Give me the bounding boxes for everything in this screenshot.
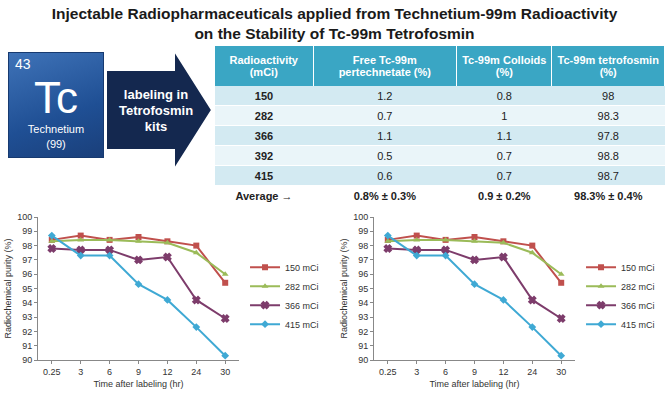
html-text:1.2: 1.2 [377,89,393,102]
html-text:Injectable Radiopharmaceutical: Injectable Radiopharmaceuticals applied … [51,5,618,22]
html-text:1: 1 [501,109,508,122]
svg-text:100: 100 [17,212,32,222]
html-text:282: 282 [254,109,274,122]
html-text:150: 150 [254,89,274,102]
html-text:1.1: 1.1 [496,129,512,142]
svg-text:366 mCi: 366 mCi [285,301,319,311]
svg-text:24: 24 [191,367,201,377]
html-text:Tc-99m tetrofosmin (%): Tc-99m tetrofosmin (%) [557,54,659,78]
html-text:98.7: 98.7 [597,169,619,182]
svg-text:3: 3 [78,367,83,377]
html-text:0.6: 0.6 [377,169,393,182]
svg-text:415 mCi: 415 mCi [285,320,319,330]
svg-text:282 mCi: 282 mCi [285,282,319,292]
svg-text:24: 24 [527,367,537,377]
svg-text:kits: kits [145,119,167,134]
svg-text:Radiochemical purity (%): Radiochemical purity (%) [3,238,13,338]
html-text:97.8: 97.8 [597,129,619,142]
svg-text:Time after labeling (hr): Time after labeling (hr) [93,379,183,389]
svg-text:12: 12 [498,367,508,377]
html-text:Average →: Average → [235,189,293,202]
svg-text:93: 93 [22,312,32,322]
html-text:Tc: Tc [34,73,78,122]
html-text:Technetium: Technetium [27,123,85,135]
svg-text:90: 90 [358,355,368,365]
html-text:0.7: 0.7 [496,169,512,182]
html-text:Radioactivity (mCi): Radioactivity (mCi) [229,54,298,78]
html-text:Tc-99m Colloids (%): Tc-99m Colloids (%) [462,54,547,78]
svg-text:30: 30 [220,367,230,377]
html-text:98.3: 98.3 [597,109,619,122]
svg-text:95: 95 [358,284,368,294]
svg-text:92: 92 [358,327,368,337]
svg-text:6: 6 [443,367,448,377]
svg-text:97: 97 [358,255,368,265]
html-text:0.7: 0.7 [377,109,393,122]
html-text:0.7: 0.7 [496,149,512,162]
svg-text:0.25: 0.25 [379,367,397,377]
html-text:415: 415 [254,169,274,182]
html-text:0.5: 0.5 [377,149,393,162]
html-text:1.1: 1.1 [377,129,393,142]
svg-text:91: 91 [22,341,32,351]
svg-text:150 mCi: 150 mCi [621,263,655,273]
svg-text:415 mCi: 415 mCi [621,320,655,330]
html-text:392: 392 [254,149,274,162]
html-text:(99): (99) [46,138,66,150]
html-text:43: 43 [15,56,31,72]
svg-text:94: 94 [22,298,32,308]
svg-text:150 mCi: 150 mCi [285,263,319,273]
svg-text:98: 98 [358,241,368,251]
html-text:0.8% ± 0.3%: 0.8% ± 0.3% [353,189,416,202]
svg-text:labeling in: labeling in [124,87,188,102]
html-text:Free Tc-99m pertechnetate (%): Free Tc-99m pertechnetate (%) [338,54,431,78]
svg-text:90: 90 [22,355,32,365]
svg-text:Tetrofosmin: Tetrofosmin [119,103,193,118]
svg-text:96: 96 [358,269,368,279]
svg-text:282 mCi: 282 mCi [621,282,655,292]
html-text:98: 98 [602,89,615,102]
svg-text:91: 91 [358,341,368,351]
svg-text:0.25: 0.25 [43,367,61,377]
html-text:0.8: 0.8 [496,89,512,102]
html-text:98.3% ± 0.4%: 98.3% ± 0.4% [574,189,643,202]
html-text:366: 366 [254,129,274,142]
svg-text:93: 93 [358,312,368,322]
html-text:0.9 ± 0.2%: 0.9 ± 0.2% [478,189,531,202]
svg-text:92: 92 [22,327,32,337]
svg-text:99: 99 [358,226,368,236]
svg-text:Radiochemical purity (%): Radiochemical purity (%) [339,238,349,338]
html-text:98.8: 98.8 [597,149,619,162]
svg-text:30: 30 [556,367,566,377]
html-text:on the Stability of Tc-99m Tet: on the Stability of Tc-99m Tetrofosmin [194,25,475,42]
svg-text:96: 96 [22,269,32,279]
svg-text:95: 95 [22,284,32,294]
svg-text:Time after labeling (hr): Time after labeling (hr) [429,379,519,389]
svg-text:3: 3 [414,367,419,377]
svg-text:97: 97 [22,255,32,265]
svg-text:9: 9 [136,367,141,377]
svg-text:94: 94 [358,298,368,308]
svg-text:6: 6 [107,367,112,377]
svg-text:98: 98 [22,241,32,251]
svg-text:100: 100 [353,212,368,222]
svg-text:9: 9 [472,367,477,377]
svg-text:12: 12 [162,367,172,377]
svg-text:366 mCi: 366 mCi [621,301,655,311]
svg-text:99: 99 [22,226,32,236]
